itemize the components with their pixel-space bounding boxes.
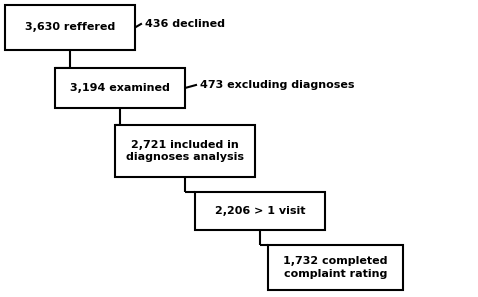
Text: 473 excluding diagnoses: 473 excluding diagnoses [200, 80, 355, 90]
FancyBboxPatch shape [5, 5, 135, 50]
Text: 436 declined: 436 declined [145, 19, 225, 29]
Text: 3,194 examined: 3,194 examined [70, 83, 170, 93]
FancyBboxPatch shape [55, 68, 185, 108]
Text: 2,206 > 1 visit: 2,206 > 1 visit [215, 206, 305, 216]
FancyBboxPatch shape [115, 125, 255, 177]
Text: 2,721 included in
diagnoses analysis: 2,721 included in diagnoses analysis [126, 140, 244, 162]
FancyBboxPatch shape [268, 245, 403, 290]
Text: 1,732 completed
complaint rating: 1,732 completed complaint rating [283, 256, 388, 279]
FancyBboxPatch shape [195, 192, 325, 230]
Text: 3,630 reffered: 3,630 reffered [25, 23, 115, 32]
